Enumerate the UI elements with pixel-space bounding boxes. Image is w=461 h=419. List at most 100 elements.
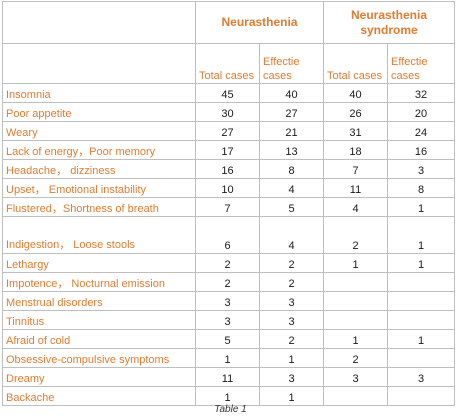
row-value: 3 (323, 367, 388, 387)
row-value: 16 (387, 140, 455, 160)
row-value: 2 (323, 348, 388, 368)
row-value: 1 (323, 329, 388, 349)
row-value: 1 (387, 253, 455, 273)
row-value: 10 (195, 178, 260, 198)
row-value (323, 291, 388, 311)
row-value (387, 386, 455, 406)
row-value: 4 (323, 197, 388, 217)
sub-header-effective-cases: Effectie cases (259, 43, 324, 84)
row-value: 6 (195, 216, 260, 254)
table-row: Flustered，Shortness of breath 7 5 4 1 (2, 197, 455, 217)
row-value: 45 (195, 83, 260, 103)
row-value (323, 310, 388, 330)
corner-cell (2, 1, 196, 44)
row-value (387, 348, 455, 368)
row-value (323, 272, 388, 292)
row-value: 7 (323, 159, 388, 179)
row-value: 2 (259, 329, 324, 349)
row-value: 27 (259, 102, 324, 122)
row-label: Insomnia (2, 83, 196, 103)
row-value: 1 (195, 386, 260, 406)
row-value: 18 (323, 140, 388, 160)
row-value: 17 (195, 140, 260, 160)
row-value: 1 (259, 386, 324, 406)
row-value: 11 (323, 178, 388, 198)
row-value: 2 (195, 272, 260, 292)
row-value: 20 (387, 102, 455, 122)
row-value: 2 (195, 253, 260, 273)
row-value: 7 (195, 197, 260, 217)
table-row: Headache， dizziness 16 8 7 3 (2, 159, 455, 179)
row-value: 13 (259, 140, 324, 160)
row-value: 3 (387, 367, 455, 387)
row-label: Lack of energy，Poor memory (2, 140, 196, 160)
row-value: 3 (259, 291, 324, 311)
table-row: Backache 1 1 (2, 386, 455, 406)
table-row: Weary 27 21 31 24 (2, 121, 455, 141)
sub-header-effective-cases: Effectie cases (387, 43, 455, 84)
row-value: 1 (323, 253, 388, 273)
row-value (387, 291, 455, 311)
row-label: Lethargy (2, 253, 196, 273)
row-value: 3 (259, 367, 324, 387)
row-value: 3 (259, 310, 324, 330)
table-row: Lethargy 2 2 1 1 (2, 253, 455, 273)
row-label: Impotence， Nocturnal emission (2, 272, 196, 292)
row-label: Upset， Emotional instability (2, 178, 196, 198)
row-value: 21 (259, 121, 324, 141)
row-label: Obsessive-compulsive symptoms (2, 348, 196, 368)
row-label: Headache， dizziness (2, 159, 196, 179)
row-value: 1 (259, 348, 324, 368)
table-row: Obsessive-compulsive symptoms 1 1 2 (2, 348, 455, 368)
table-row: Impotence， Nocturnal emission 2 2 (2, 272, 455, 292)
row-value: 5 (195, 329, 260, 349)
row-value: 1 (387, 216, 455, 254)
sub-header-total-cases: Total cases (195, 43, 260, 84)
group-header-neurasthenia-syndrome: Neurasthenia syndrome (323, 1, 455, 44)
row-value: 11 (195, 367, 260, 387)
row-value: 1 (387, 329, 455, 349)
row-label: Dreamy (2, 367, 196, 387)
table-row: Poor appetite 30 27 26 20 (2, 102, 455, 122)
table-caption: Table 1 (214, 404, 247, 415)
row-value: 8 (259, 159, 324, 179)
row-value: 1 (195, 348, 260, 368)
row-value (387, 272, 455, 292)
row-value: 5 (259, 197, 324, 217)
sub-header-label-cell (2, 43, 196, 84)
row-value: 4 (259, 216, 324, 254)
row-value: 32 (387, 83, 455, 103)
row-label: Menstrual disorders (2, 291, 196, 311)
row-value: 8 (387, 178, 455, 198)
row-value: 40 (259, 83, 324, 103)
row-value (323, 386, 388, 406)
symptom-table: Neurasthenia Neurasthenia syndrome Total… (2, 1, 455, 406)
table-row: Tinnitus 3 3 (2, 310, 455, 330)
table-row: Menstrual disorders 3 3 (2, 291, 455, 311)
table-row: Insomnia 45 40 40 32 (2, 83, 455, 103)
table-row: Afraid of cold 5 2 1 1 (2, 329, 455, 349)
table-row: Upset， Emotional instability 10 4 11 8 (2, 178, 455, 198)
table-row: Indigestion， Loose stools 6 4 2 1 (2, 216, 455, 254)
row-label: Poor appetite (2, 102, 196, 122)
group-header-neurasthenia: Neurasthenia (195, 1, 324, 44)
row-label: Flustered，Shortness of breath (2, 197, 196, 217)
row-value: 26 (323, 102, 388, 122)
row-value: 16 (195, 159, 260, 179)
row-value: 1 (387, 197, 455, 217)
row-label: Tinnitus (2, 310, 196, 330)
row-value: 31 (323, 121, 388, 141)
row-value: 40 (323, 83, 388, 103)
row-value: 2 (323, 216, 388, 254)
row-label: Backache (2, 386, 196, 406)
sub-header-total-cases: Total cases (323, 43, 388, 84)
table-row: Dreamy 11 3 3 3 (2, 367, 455, 387)
row-value: 4 (259, 178, 324, 198)
row-value: 3 (195, 291, 260, 311)
row-value: 2 (259, 253, 324, 273)
row-value: 30 (195, 102, 260, 122)
row-label: Weary (2, 121, 196, 141)
row-label: Afraid of cold (2, 329, 196, 349)
row-value: 24 (387, 121, 455, 141)
table-row: Lack of energy，Poor memory 17 13 18 16 (2, 140, 455, 160)
